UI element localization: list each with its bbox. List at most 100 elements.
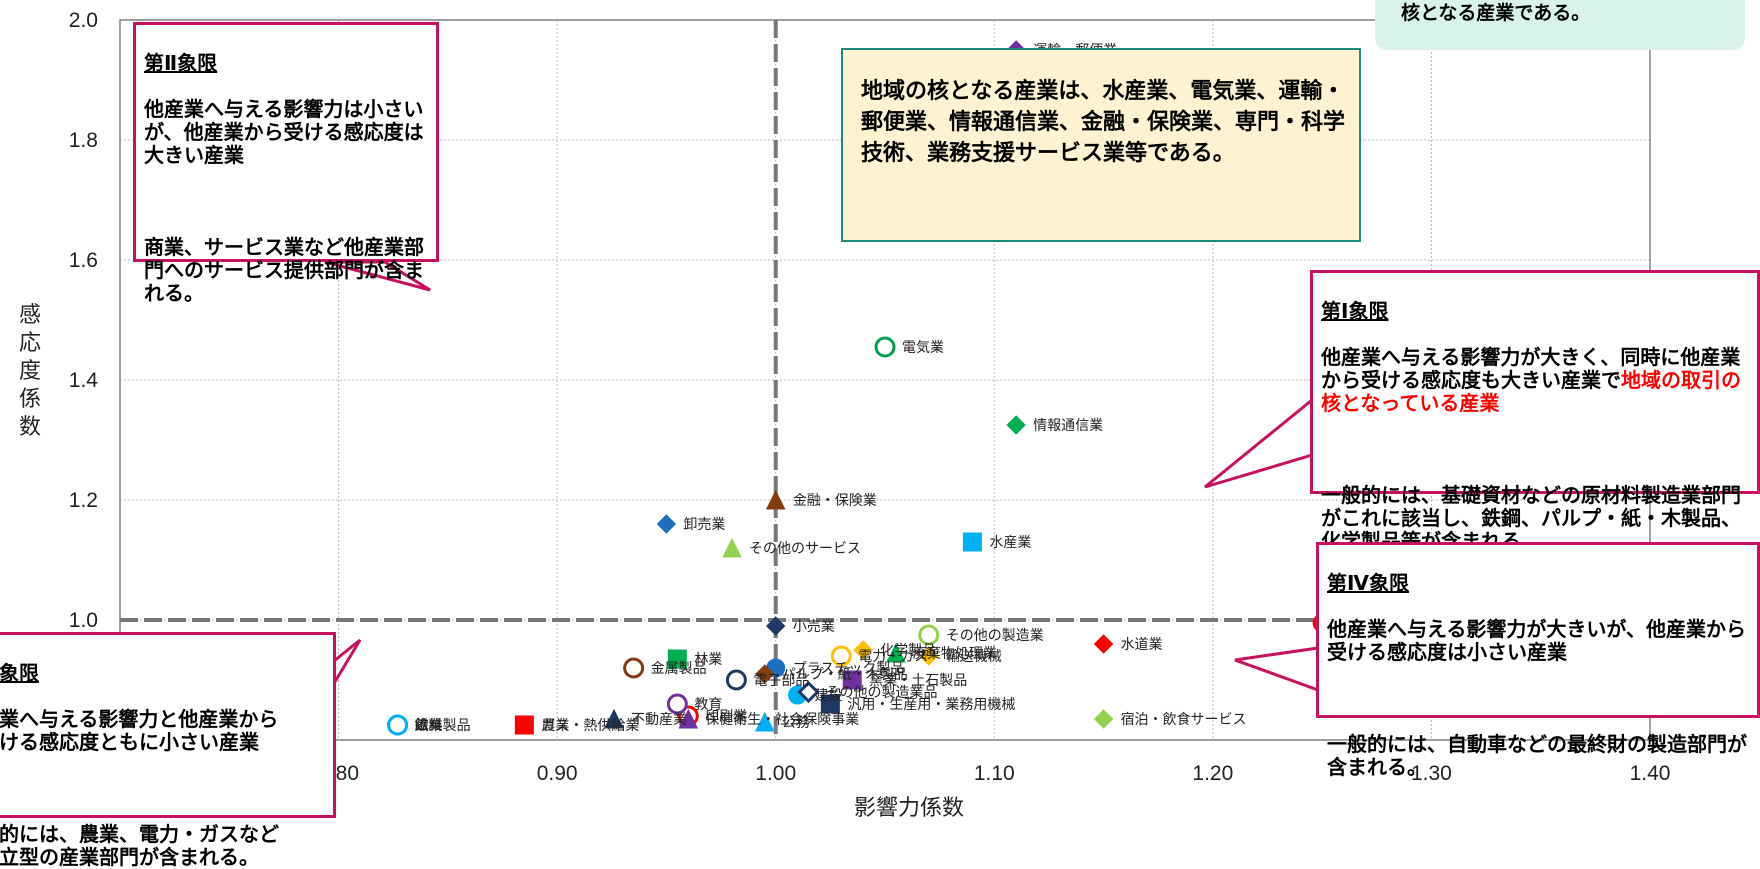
- point-1: [874, 336, 896, 358]
- point-28: [820, 694, 840, 714]
- quadrant-3-callout: 象限 業へ与える影響力と他産業から ける感応度ともに小さい産業 的には、農業、電…: [0, 632, 336, 869]
- quadrant-4-body: 一般的には、自動車などの最終財の製造部門が含まれる。: [1327, 732, 1747, 779]
- y-axis-title-char-3: 係: [19, 387, 41, 412]
- point-labels: 運輸・郵便業電気業情報通信業金融・保険業卸売業その他のサービス水産業小売業食料品…: [415, 43, 1382, 734]
- point-label-31: 化学製品: [880, 643, 936, 659]
- quadrant-3-body: 的には、農業、電力・ガスなど 立型の産業部門が含まれる。: [0, 822, 279, 869]
- point-12: [623, 657, 645, 679]
- note-top-right: 核となる産業である。: [1375, 0, 1745, 50]
- quadrant-2-text: 他産業へ与える影響力は小さいが、他産業から受ける感応度は大きい産業: [144, 97, 424, 167]
- y-tick-label-3: 1.4: [69, 369, 99, 392]
- point-label-34: その他の製造業品: [826, 685, 938, 701]
- x-axis-title: 影響力係数: [854, 796, 964, 819]
- quadrant-1-highlight: 地域の取引の核となっている産業: [1321, 368, 1741, 415]
- y-tick-label-2: 1.2: [69, 489, 98, 512]
- core-industries-note: 地域の核となる産業は、水産業、電気業、運輸・郵便業、情報通信業、金融・保険業、専…: [841, 48, 1361, 242]
- point-15: [666, 693, 688, 715]
- y-tick-label-1: 1.0: [69, 609, 98, 632]
- quadrant-4-pointer: [1234, 646, 1320, 693]
- x-tick-label-1: 0.90: [537, 762, 578, 785]
- point-5: [722, 537, 742, 558]
- quadrant-4-callout: 第Ⅳ象限 他産業へ与える影響力が大きいが、他産業から受ける感応度は小さい産業 一…: [1316, 542, 1760, 779]
- point-26: [755, 664, 775, 684]
- point-label-4: 卸売業: [683, 517, 725, 533]
- point-label-13: 宿泊・飲食サービス: [1121, 711, 1247, 728]
- point-17: [754, 711, 775, 732]
- point-label-6: 水産業: [989, 535, 1031, 551]
- point-label-7: 小売業: [793, 619, 835, 635]
- x-tick-label-5: 1.30: [1411, 762, 1452, 785]
- point-label-26: パルプ・紙・木製品: [782, 667, 908, 683]
- point-label-20: 飲料: [415, 718, 443, 734]
- point-22: [514, 715, 534, 735]
- quadrant-4-title: 第Ⅳ象限: [1327, 571, 1409, 595]
- point-24: [725, 669, 747, 691]
- quadrant-1-text: 他産業へ与える影響力が大きく、同時に他産業から受ける感応度も大きい産業で: [1321, 345, 1741, 392]
- x-tick-label-2: 1.00: [755, 762, 796, 785]
- quadrant-2-title: 第Ⅱ象限: [144, 51, 218, 75]
- point-9: [918, 624, 940, 646]
- point-23: [604, 708, 624, 729]
- point-label-3: 金融・保険業: [793, 493, 877, 509]
- scatter-chart: 運輸・郵便業電気業情報通信業金融・保険業卸売業その他のサービス水産業小売業食料品…: [19, 9, 1670, 819]
- point-label-10: 水道業: [1121, 637, 1163, 653]
- quadrant-3-title: 象限: [0, 661, 39, 685]
- quadrant-4-text: 他産業へ与える影響力が大きいが、他産業から受ける感応度は小さい産業: [1327, 617, 1746, 664]
- point-label-19: 繊維製品: [415, 718, 471, 734]
- point-7: [766, 616, 786, 636]
- point-label-21: 農業: [541, 718, 569, 734]
- y-tick-label-6: 2.0: [69, 9, 98, 32]
- point-label-12: 金属製品: [651, 661, 707, 677]
- point-29: [842, 670, 862, 690]
- point-11: [667, 649, 687, 669]
- point-31: [853, 640, 873, 660]
- y-axis-title-char-0: 感: [19, 303, 41, 328]
- quadrant-1-callout: 第Ⅰ象限 他産業へ与える影響力が大きく、同時に他産業から受ける感応度も大きい産業…: [1310, 270, 1760, 553]
- y-axis-title-char-1: 応: [19, 331, 41, 356]
- quadrant-3-text: 業へ与える影響力と他産業から ける感応度ともに小さい産業: [0, 707, 279, 754]
- quadrant-2-body: 商業、サービス業など他産業部門へのサービス提供部門が含まれる。: [144, 235, 424, 305]
- point-6: [962, 532, 982, 552]
- y-tick-label-5: 1.8: [69, 129, 98, 152]
- point-2: [1006, 415, 1026, 435]
- quadrant-2-callout: 第Ⅱ象限 他産業へ与える影響力は小さいが、他産業から受ける感応度は大きい産業 商…: [133, 22, 439, 305]
- point-label-28: 汎用・生産用・業務用機械: [847, 697, 1015, 713]
- point-label-1: 電気業: [902, 340, 944, 356]
- point-16: [678, 708, 699, 729]
- point-label-30: 電力・ガス: [858, 649, 928, 665]
- point-label-18: 鉱業: [415, 717, 443, 734]
- point-label-29: 窯業・土石製品: [869, 672, 967, 689]
- point-label-27: 建設: [815, 688, 843, 704]
- point-32: [886, 642, 906, 663]
- y-axis-title-char-4: 数: [19, 415, 41, 440]
- point-label-17: 公務: [782, 715, 810, 731]
- point-33: [919, 646, 939, 666]
- point-label-9: その他の製造業: [946, 628, 1044, 644]
- point-34: [797, 680, 820, 704]
- point-label-23: 不動産業: [631, 712, 687, 728]
- point-13: [1093, 709, 1114, 729]
- point-label-33: 輸送機械: [946, 649, 1002, 665]
- point-label-32: 廃棄物処理業: [913, 645, 997, 662]
- point-10: [1093, 634, 1114, 654]
- y-tick-label-4: 1.6: [69, 249, 98, 272]
- quadrant-1-pointer: [1204, 396, 1314, 489]
- point-label-16: 保健衛生・社会保険事業: [705, 712, 859, 728]
- point-label-5: その他のサービス: [749, 541, 861, 557]
- x-tick-label-3: 1.10: [974, 762, 1015, 785]
- point-label-15: 教育: [694, 697, 722, 713]
- point-label-24: 電子部品: [753, 673, 809, 689]
- quadrant-2-pointer: [324, 260, 431, 292]
- point-label-2: 情報通信業: [1033, 418, 1103, 434]
- point-30: [830, 645, 852, 667]
- point-label-25: プラスチック製品: [793, 661, 905, 677]
- point-4: [656, 514, 677, 534]
- x-tick-label-4: 1.20: [1192, 762, 1233, 785]
- y-axis-title-char-2: 度: [19, 359, 41, 384]
- point-3: [765, 489, 786, 510]
- quadrant-1-title: 第Ⅰ象限: [1321, 299, 1389, 323]
- point-label-22: ガス・熱供給業: [541, 718, 639, 734]
- point-label-14: 印刷業: [705, 709, 747, 725]
- point-label-11: 林業: [694, 652, 722, 668]
- point-20: [387, 714, 409, 736]
